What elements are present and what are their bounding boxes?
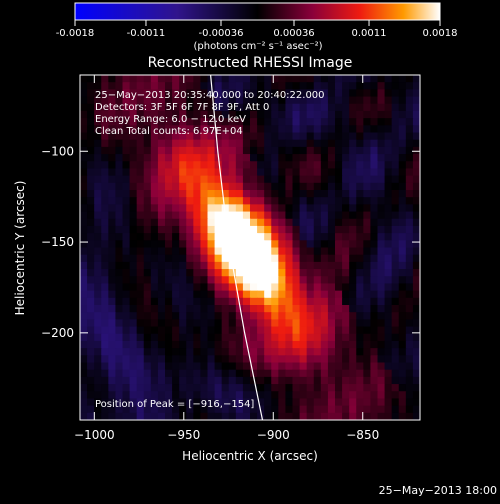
x-tick-label: −900	[257, 428, 290, 442]
annotation-clean-counts: Clean Total counts: 6.97E+04	[95, 126, 243, 137]
x-tick-label: −1000	[74, 428, 115, 442]
heatmap-image	[80, 75, 420, 420]
annotation-time-range: 25−May−2013 20:35:40.000 to 20:40:22.000	[95, 90, 325, 101]
x-tick-label: −850	[346, 428, 379, 442]
solar-limb-line	[210, 75, 264, 420]
annotation-detectors: Detectors: 3F 5F 6F 7F 8F 9F, Att 0	[95, 102, 269, 113]
colorbar-tick-label: 0.0018	[423, 28, 458, 39]
colorbar-tick-label: -0.00036	[199, 28, 244, 39]
colorbar-tick-label: -0.0011	[127, 28, 166, 39]
annotation-energy-range: Energy Range: 6.0 − 12.0 keV	[95, 114, 246, 125]
colorbar-tick-label: 0.00036	[273, 28, 314, 39]
footer-timestamp: 25−May−2013 18:00	[379, 484, 497, 497]
y-axis-label: Heliocentric Y (arcsec)	[13, 181, 27, 316]
colorbar-units: (photons cm⁻² s⁻¹ asec⁻²)	[193, 41, 322, 52]
y-tick-label: −100	[41, 144, 74, 158]
peak-position-label: Position of Peak = [−916,−154]	[95, 399, 254, 410]
colorbar-ticks: -0.0018 -0.0011 -0.00036 0.00036 0.0011 0.001…	[56, 20, 458, 39]
colorbar-tick-label: 0.0011	[352, 28, 387, 39]
x-axis-ticks: −1000 −950 −900 −850	[74, 75, 379, 442]
y-tick-label: −200	[41, 326, 74, 340]
x-tick-label: −950	[167, 428, 200, 442]
y-axis-ticks: −100 −150 −200	[41, 144, 420, 340]
plot-frame	[79, 74, 421, 421]
colorbar	[74, 2, 441, 21]
y-tick-label: −150	[41, 235, 74, 249]
colorbar-tick-label: -0.0018	[56, 28, 95, 39]
chart-title: Reconstructed RHESSI Image	[148, 55, 353, 71]
x-axis-label: Heliocentric X (arcsec)	[182, 449, 318, 463]
